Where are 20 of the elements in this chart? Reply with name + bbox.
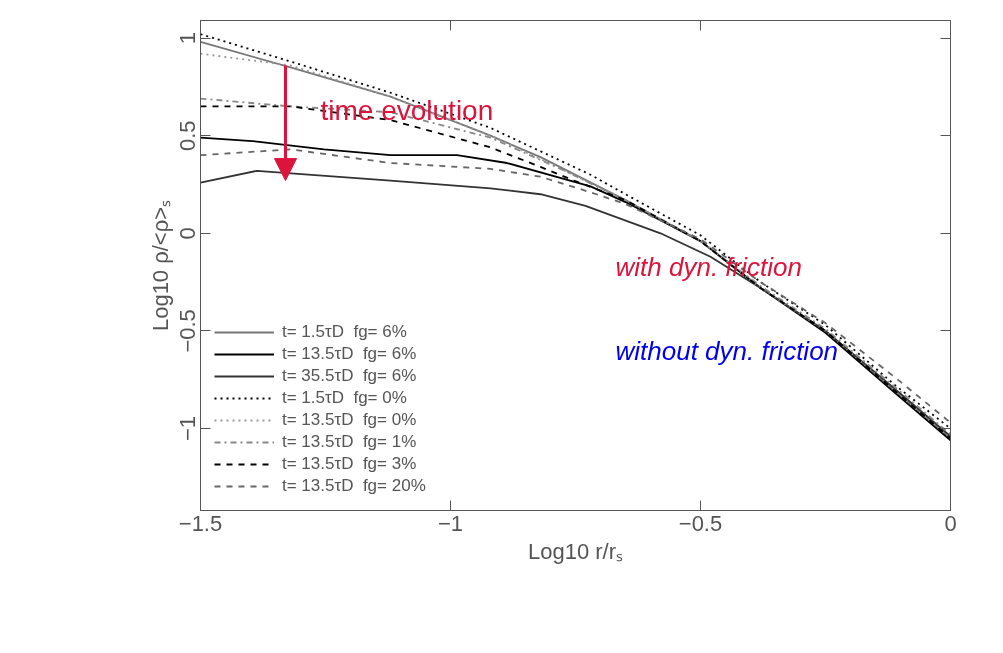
y-tick-label: 1 bbox=[175, 31, 201, 45]
x-tick-label: 0 bbox=[944, 510, 957, 536]
y-axis-title: Log10 ρ/<ρ>ₛ bbox=[147, 199, 173, 332]
legend-label: t= 13.5τD fg= 0% bbox=[282, 410, 417, 430]
annotation: without dyn. friction bbox=[615, 336, 839, 367]
legend-label: t= 1.5τD fg= 0% bbox=[282, 388, 407, 408]
legend-label: t= 13.5τD fg= 20% bbox=[282, 476, 426, 496]
x-tick-label: −1 bbox=[437, 510, 464, 536]
legend-label: t= 13.5τD fg= 3% bbox=[282, 454, 417, 474]
y-tick-label: 0 bbox=[175, 227, 201, 240]
x-tick-label: −1.5 bbox=[178, 510, 223, 536]
y-tick-label: 0.5 bbox=[175, 120, 201, 151]
legend-label: t= 13.5τD fg= 6% bbox=[282, 344, 417, 364]
legend-label: t= 13.5τD fg= 1% bbox=[282, 432, 417, 452]
y-tick-label: −1 bbox=[175, 415, 201, 442]
x-axis-title: Log10 r/rₛ bbox=[527, 538, 624, 564]
x-tick-label: −0.5 bbox=[678, 510, 723, 536]
legend-label: t= 35.5τD fg= 6% bbox=[282, 366, 417, 386]
legend-label: t= 1.5τD fg= 6% bbox=[282, 322, 407, 342]
y-tick-label: −0.5 bbox=[175, 309, 201, 353]
